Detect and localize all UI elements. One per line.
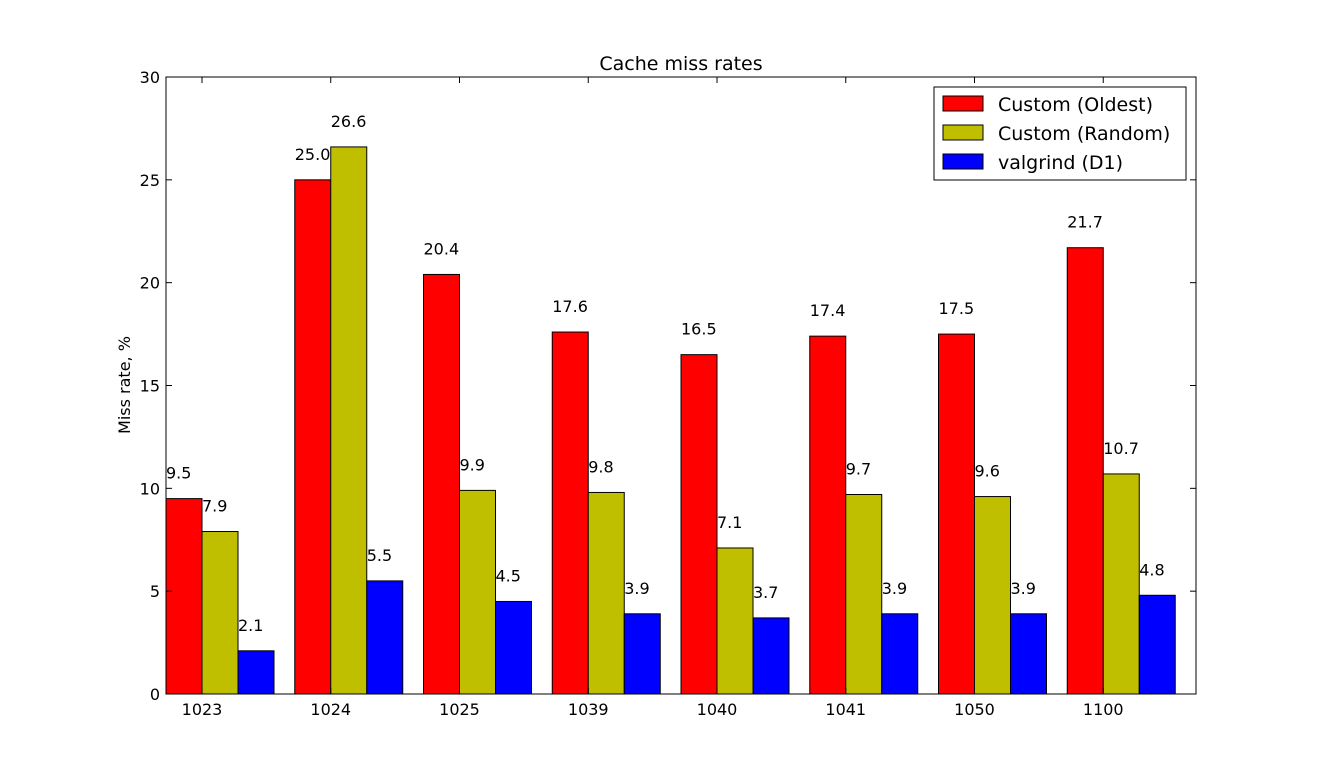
- chart-title: Cache miss rates: [599, 53, 762, 75]
- axes-layer: 0 5 10 15 20 25 30 1023 1024 1025 1039 1040 1041 1050…: [140, 68, 1197, 719]
- data-label: 4.5: [496, 566, 521, 585]
- y-tick-label: 30: [140, 68, 160, 87]
- data-label: 3.9: [882, 579, 907, 598]
- bar: [237, 650, 275, 695]
- data-label: 17.4: [810, 301, 846, 320]
- data-label: 5.5: [367, 546, 392, 565]
- bar: [1066, 247, 1104, 695]
- data-label: 3.9: [624, 579, 649, 598]
- y-tick-label: 5: [150, 582, 160, 601]
- bar: [974, 496, 1011, 695]
- x-tick-label: 1024: [310, 700, 351, 719]
- data-label: 9.5: [166, 464, 191, 483]
- x-tick-label: 1050: [954, 700, 995, 719]
- bar: [938, 333, 975, 695]
- bar: [366, 580, 404, 695]
- data-label: 4.8: [1139, 560, 1164, 579]
- x-tick-label: 1039: [568, 700, 609, 719]
- bar: [845, 494, 883, 695]
- x-tick-label: 1040: [697, 700, 738, 719]
- data-label: 9.6: [975, 462, 1000, 481]
- data-labels-layer: 9.5 25.0 20.4 17.6 16.5 17.4 17.5 21.7 7.9 26.6 9.…: [166, 112, 1165, 635]
- bar: [881, 613, 919, 695]
- x-tick-label: 1025: [439, 700, 480, 719]
- y-tick-label: 10: [140, 479, 160, 498]
- x-tick-label: 1041: [825, 700, 866, 719]
- data-label: 26.6: [331, 112, 367, 131]
- data-label: 9.8: [588, 457, 613, 476]
- data-label: 3.7: [753, 583, 778, 602]
- bar: [1010, 613, 1047, 695]
- y-tick-label: 0: [150, 685, 160, 704]
- y-tick-label: 25: [140, 171, 160, 190]
- legend-label: Custom (Random): [998, 123, 1170, 145]
- bar: [165, 498, 203, 695]
- bar: [809, 335, 847, 695]
- bar: [330, 146, 368, 695]
- legend-swatch: [942, 153, 984, 170]
- bar: [716, 547, 754, 695]
- legend-swatch: [942, 124, 984, 141]
- bar: [201, 531, 239, 695]
- data-label: 17.5: [939, 299, 975, 318]
- data-label: 7.9: [202, 497, 227, 516]
- data-label: 9.7: [846, 460, 871, 479]
- bar: [294, 179, 332, 695]
- data-label: 2.1: [238, 616, 263, 635]
- data-label: 3.9: [1011, 579, 1036, 598]
- bar: [495, 600, 532, 695]
- data-label: 9.9: [460, 455, 485, 474]
- data-label: 17.6: [552, 297, 588, 316]
- legend-swatch: [942, 95, 984, 112]
- data-label: 20.4: [424, 239, 460, 258]
- y-tick-label: 15: [140, 377, 160, 396]
- legend: Custom (Oldest) Custom (Random) valgrind (…: [933, 86, 1187, 181]
- y-tick-label: 20: [140, 274, 160, 293]
- legend-label: Custom (Oldest): [998, 94, 1153, 116]
- bars-layer: [165, 146, 1176, 695]
- bar: [551, 331, 589, 695]
- bar: [680, 354, 718, 695]
- bar: [423, 273, 460, 695]
- bar: [587, 491, 625, 695]
- x-tick-label: 1100: [1083, 700, 1124, 719]
- data-label: 10.7: [1103, 439, 1139, 458]
- x-tick-label: 1023: [182, 700, 223, 719]
- bar: [752, 617, 790, 695]
- bar: [1138, 594, 1176, 695]
- data-label: 16.5: [681, 320, 717, 339]
- data-label: 7.1: [717, 513, 742, 532]
- bar: [623, 613, 661, 695]
- legend-label: valgrind (D1): [998, 152, 1123, 174]
- data-label: 21.7: [1067, 213, 1103, 232]
- bar: [1102, 473, 1140, 695]
- data-label: 25.0: [295, 145, 331, 164]
- bar: [459, 489, 496, 695]
- y-axis-label: Miss rate, %: [115, 336, 134, 434]
